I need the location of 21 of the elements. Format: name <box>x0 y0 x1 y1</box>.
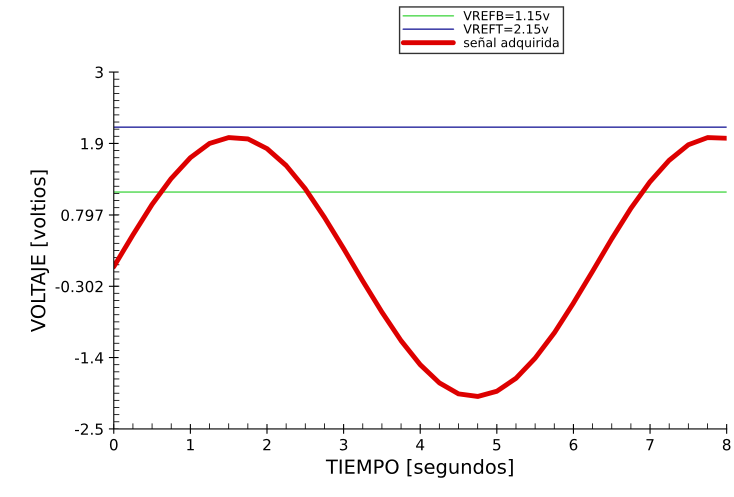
line-series <box>114 135 727 399</box>
legend-label: señal adquirida <box>464 37 559 50</box>
x-tick-label: 6 <box>570 438 578 450</box>
x-axis-title: TIEMPO [segundos] <box>326 458 513 478</box>
y-tick-label: 1.9 <box>81 138 103 150</box>
x-tick-label: 2 <box>263 438 270 450</box>
legend-label: VREFT=2.15v <box>463 24 548 34</box>
y-axis-title: VOLTAJE [voltios] <box>30 170 50 332</box>
x-tick-label: 3 <box>340 438 348 450</box>
x-tick-label: 8 <box>722 438 730 450</box>
legend-label: VREFB=1.15v <box>463 11 550 20</box>
y-tick-label: 3 <box>95 66 103 78</box>
y-tick-label: -0.302 <box>56 280 103 292</box>
x-tick-label: 1 <box>187 439 194 450</box>
y-tick-label: -2.5 <box>74 423 103 435</box>
x-tick-label: 4 <box>416 439 424 450</box>
y-tick-label: 0.797 <box>61 209 103 222</box>
x-tick-label: 7 <box>646 439 654 450</box>
y-tick-label: -1.4 <box>74 352 104 364</box>
x-tick-label: 5 <box>493 439 500 450</box>
x-tick-label: 0 <box>110 438 118 450</box>
